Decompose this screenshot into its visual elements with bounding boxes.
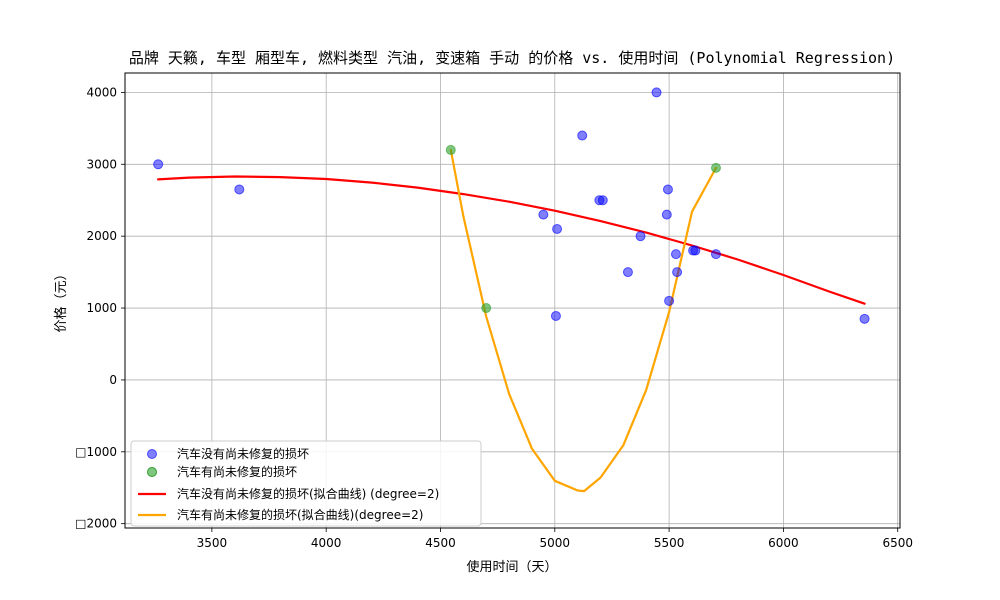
y-tick-label: □2000 (75, 517, 117, 531)
x-tick-label: 5000 (540, 536, 571, 550)
data-point-no-damage (672, 267, 683, 278)
y-tick-label: 2000 (86, 229, 117, 243)
data-point-no-damage (651, 87, 662, 98)
x-tick-label: 4000 (311, 536, 342, 550)
fit-curve-no-damage (157, 175, 866, 305)
data-point-no-damage (622, 267, 633, 278)
data-point-damage (710, 162, 721, 173)
data-point-no-damage (552, 223, 563, 234)
x-tick-label: 3500 (197, 536, 228, 550)
data-point-no-damage (550, 310, 561, 321)
data-point-no-damage (661, 209, 672, 220)
x-tick-label: 6000 (768, 536, 799, 550)
legend-marker-blue (147, 449, 157, 459)
data-point-no-damage (664, 295, 675, 306)
data-point-no-damage (670, 249, 681, 260)
data-points (153, 87, 870, 324)
legend-label-fit-damage: 汽车有尚未修复的损坏(拟合曲线)(degree=2) (177, 507, 423, 522)
x-axis-ticks: 3500 4000 4500 5000 5500 6000 6500 (197, 528, 913, 550)
y-tick-label: 1000 (86, 301, 117, 315)
y-tick-label: 0 (109, 373, 117, 387)
grid-lines (125, 73, 900, 528)
data-point-no-damage (710, 249, 721, 260)
data-point-no-damage (662, 184, 673, 195)
data-point-no-damage (859, 313, 870, 324)
data-point-damage (481, 303, 492, 314)
legend-label-damage: 汽车有尚未修复的损坏 (177, 464, 297, 479)
legend: 汽车没有尚未修复的损坏 汽车有尚未修复的损坏 汽车没有尚未修复的损坏(拟合曲线)… (130, 440, 482, 527)
fit-curve-damage (449, 148, 718, 493)
y-tick-label: 3000 (86, 157, 117, 171)
fit-curves (157, 148, 866, 493)
data-point-no-damage (577, 130, 588, 141)
x-tick-label: 4500 (425, 536, 456, 550)
legend-box (130, 440, 482, 527)
legend-marker-green (147, 467, 157, 477)
data-point-no-damage (690, 245, 701, 256)
data-point-no-damage (538, 209, 549, 220)
data-point-no-damage (153, 159, 164, 170)
data-point-damage (445, 144, 456, 155)
y-tick-label: □1000 (75, 445, 117, 459)
plot-frame (124, 72, 901, 529)
data-point-no-damage (234, 184, 245, 195)
x-axis-label: 使用时间（天） (466, 559, 557, 575)
chart-title: 品牌 天籁, 车型 厢型车, 燃料类型 汽油, 变速箱 手动 的价格 vs. 使… (129, 49, 895, 67)
y-axis-ticks: □2000 □1000 0 1000 2000 3000 4000 (75, 85, 125, 531)
legend-label-fit-no-damage: 汽车没有尚未修复的损坏(拟合曲线) (degree=2) (177, 486, 439, 501)
y-axis-label: 价格（元） (53, 267, 69, 332)
data-point-no-damage (635, 231, 646, 242)
y-tick-label: 4000 (86, 85, 117, 99)
x-tick-label: 5500 (654, 536, 685, 550)
x-tick-label: 6500 (882, 536, 913, 550)
data-point-no-damage (597, 195, 608, 206)
legend-label-no-damage: 汽车没有尚未修复的损坏 (177, 446, 309, 461)
